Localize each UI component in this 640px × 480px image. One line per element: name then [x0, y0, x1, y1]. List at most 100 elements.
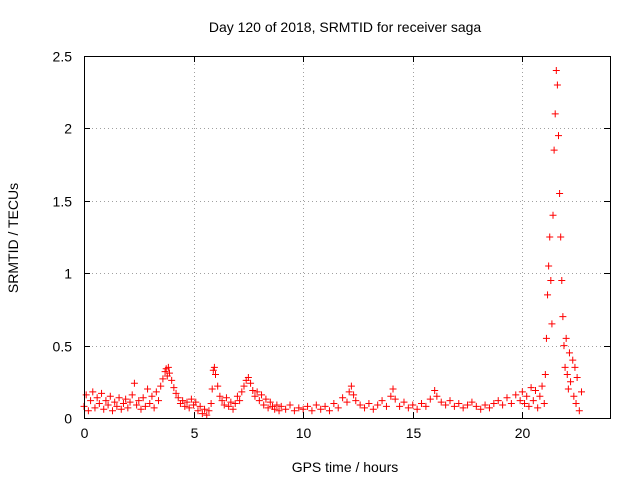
- data-point: [565, 349, 573, 357]
- data-point: [93, 394, 101, 402]
- data-point: [170, 384, 178, 392]
- data-point: [459, 404, 467, 412]
- data-point: [507, 400, 515, 408]
- data-point: [525, 402, 533, 410]
- data-point: [89, 388, 97, 396]
- data-point: [218, 397, 226, 405]
- data-point: [119, 400, 127, 408]
- data-point: [544, 291, 552, 299]
- data-point: [174, 394, 182, 402]
- data-point: [238, 388, 246, 396]
- data-point: [183, 398, 191, 406]
- data-point: [187, 395, 195, 403]
- data-point: [442, 401, 450, 409]
- data-point: [157, 382, 165, 390]
- data-point: [413, 405, 421, 413]
- data-point: [518, 388, 526, 396]
- data-point: [575, 407, 583, 415]
- data-point: [266, 398, 274, 406]
- data-point: [141, 402, 149, 410]
- data-point: [570, 392, 578, 400]
- data-point: [135, 397, 143, 405]
- data-point: [240, 382, 248, 390]
- data-point: [418, 400, 426, 408]
- y-tick-label: 2.5: [53, 49, 73, 65]
- data-point: [578, 388, 586, 396]
- data-point: [531, 386, 539, 394]
- data-point: [391, 395, 399, 403]
- data-point: [523, 392, 531, 400]
- data-point: [554, 132, 562, 140]
- data-point: [133, 401, 141, 409]
- data-point: [389, 385, 397, 393]
- data-point: [330, 400, 338, 408]
- data-point: [185, 404, 193, 412]
- data-point: [426, 395, 434, 403]
- data-point: [503, 394, 511, 402]
- data-point: [130, 379, 138, 387]
- data-point: [262, 395, 270, 403]
- data-point: [168, 376, 176, 384]
- data-point: [339, 394, 347, 402]
- data-point: [253, 388, 261, 396]
- data-point: [251, 392, 259, 400]
- x-tick-label: 10: [296, 425, 312, 441]
- data-point: [345, 388, 353, 396]
- data-point: [282, 405, 290, 413]
- data-point: [220, 401, 228, 409]
- y-tick-label: 0: [64, 411, 72, 427]
- data-point: [203, 411, 211, 419]
- data-point: [124, 404, 132, 412]
- data-point: [541, 371, 549, 379]
- data-point: [365, 400, 373, 408]
- data-point: [225, 402, 233, 410]
- data-point: [227, 398, 235, 406]
- data-point: [343, 398, 351, 406]
- data-point: [308, 407, 316, 415]
- data-point: [159, 375, 167, 383]
- data-point: [382, 402, 390, 410]
- data-point: [249, 386, 257, 394]
- data-point: [201, 405, 209, 413]
- data-point: [209, 366, 217, 374]
- data-point: [571, 363, 579, 371]
- data-point: [433, 392, 441, 400]
- data-point: [553, 81, 561, 89]
- data-point: [207, 400, 215, 408]
- data-point: [115, 394, 123, 402]
- data-points-layer: [80, 66, 586, 419]
- data-point: [556, 190, 564, 198]
- data-point: [472, 402, 480, 410]
- data-point: [128, 391, 136, 399]
- data-point: [317, 405, 325, 413]
- data-point: [534, 404, 542, 412]
- data-point: [126, 398, 134, 406]
- data-point: [108, 407, 116, 415]
- data-point: [87, 397, 95, 405]
- data-point: [321, 402, 329, 410]
- y-tick-label: 1.5: [53, 194, 73, 210]
- y-axis-label: SRMTID / TECUs: [5, 183, 21, 293]
- data-point: [236, 397, 244, 405]
- data-point: [547, 276, 555, 284]
- data-point: [446, 397, 454, 405]
- data-point: [196, 402, 204, 410]
- data-point: [299, 405, 307, 413]
- data-point: [208, 385, 216, 393]
- data-point: [106, 392, 114, 400]
- data-point: [481, 401, 489, 409]
- data-point: [146, 400, 154, 408]
- data-point: [455, 400, 463, 408]
- data-point: [164, 363, 172, 371]
- data-point: [290, 407, 298, 415]
- data-point: [194, 407, 202, 415]
- data-point: [247, 379, 255, 387]
- data-point: [374, 401, 382, 409]
- data-point: [545, 262, 553, 270]
- data-point: [222, 394, 230, 402]
- data-point: [98, 389, 106, 397]
- data-point: [572, 400, 580, 408]
- data-point: [542, 334, 550, 342]
- data-point: [165, 369, 173, 377]
